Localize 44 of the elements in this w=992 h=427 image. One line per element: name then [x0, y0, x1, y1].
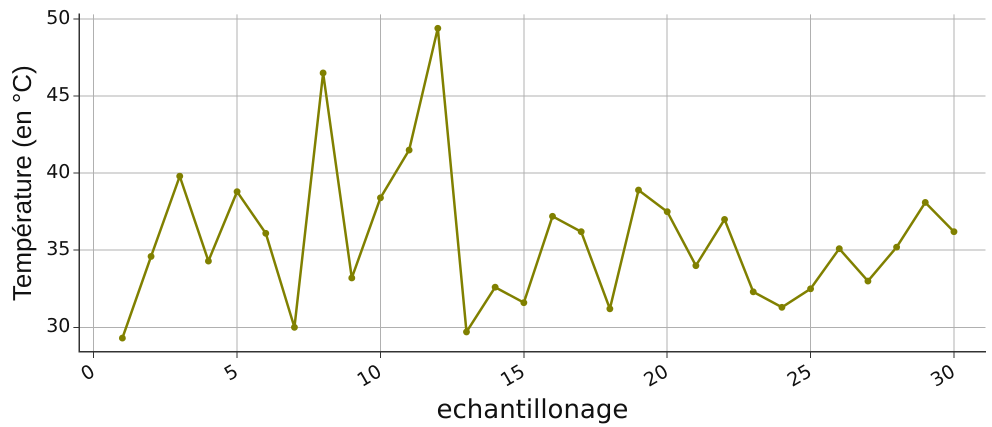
point — [950, 228, 958, 236]
point — [778, 304, 786, 311]
point — [406, 146, 413, 154]
point — [148, 252, 155, 260]
x-tick-label: 5 — [220, 360, 242, 386]
point — [520, 299, 528, 306]
point — [492, 284, 499, 291]
point — [118, 334, 126, 342]
point — [664, 208, 671, 216]
y-tick-label: 40 — [46, 161, 70, 184]
x-tick-label: 25 — [784, 360, 816, 392]
point — [893, 244, 900, 251]
point — [578, 228, 585, 236]
x-axis-title: echantillonage — [436, 395, 628, 426]
point — [234, 188, 241, 196]
point — [549, 212, 556, 220]
x-tick-label: 10 — [353, 360, 386, 392]
point — [864, 278, 872, 285]
point — [721, 216, 728, 223]
y-tick-label: 50 — [46, 6, 70, 29]
point — [463, 328, 470, 336]
y-axis-title: Température (en °C) — [6, 65, 37, 302]
x-tick-label: 15 — [496, 360, 529, 392]
x-tick-label: 30 — [926, 360, 959, 392]
point — [836, 245, 843, 252]
point — [290, 324, 298, 331]
point — [320, 70, 327, 76]
y-tick-label: 35 — [46, 238, 70, 260]
y-tick-label: 30 — [46, 315, 70, 338]
point — [635, 186, 642, 194]
point — [606, 305, 614, 312]
point — [262, 230, 270, 237]
point — [807, 285, 814, 292]
point — [204, 258, 212, 264]
point — [922, 199, 929, 206]
point — [750, 288, 757, 296]
point — [348, 274, 356, 282]
x-tick-label: 20 — [640, 360, 672, 392]
point — [692, 262, 700, 270]
point — [434, 24, 442, 32]
point — [377, 194, 384, 202]
x-tick-label: 0 — [77, 360, 99, 386]
y-tick-label: 45 — [46, 84, 70, 106]
point — [176, 172, 184, 180]
